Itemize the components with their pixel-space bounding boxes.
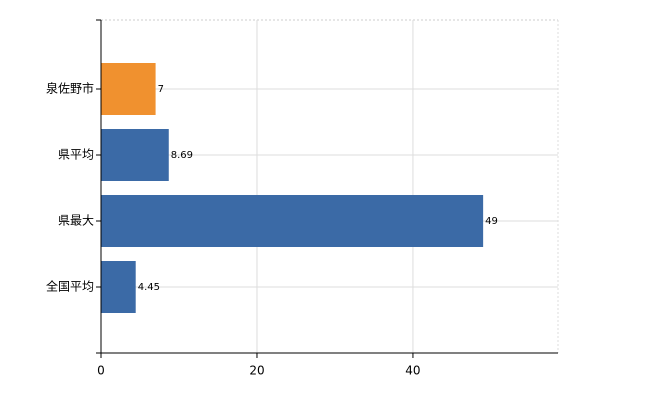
bar bbox=[101, 63, 156, 115]
value-label: 8.69 bbox=[171, 150, 193, 161]
value-label: 49 bbox=[485, 216, 498, 227]
y-tick-label: 県平均 bbox=[58, 148, 94, 162]
x-tick-label: 20 bbox=[249, 364, 264, 378]
value-label: 4.45 bbox=[138, 282, 160, 293]
x-tick-label: 0 bbox=[97, 364, 105, 378]
y-tick-label: 全国平均 bbox=[46, 279, 94, 294]
x-tick-label: 40 bbox=[405, 364, 420, 378]
bar bbox=[101, 195, 484, 247]
value-label: 7 bbox=[158, 84, 164, 95]
bar bbox=[101, 261, 136, 313]
y-tick-label: 泉佐野市 bbox=[46, 81, 94, 96]
y-tick-label: 県最大 bbox=[58, 214, 94, 228]
bar bbox=[101, 129, 169, 181]
